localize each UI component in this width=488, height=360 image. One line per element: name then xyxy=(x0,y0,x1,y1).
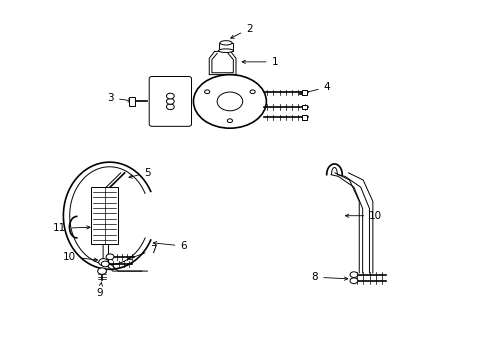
Text: 11: 11 xyxy=(53,223,90,233)
Circle shape xyxy=(166,104,174,110)
Text: 5: 5 xyxy=(129,168,150,178)
Circle shape xyxy=(99,258,108,266)
FancyBboxPatch shape xyxy=(149,76,191,126)
Text: 7: 7 xyxy=(128,245,157,260)
Bar xyxy=(91,187,118,244)
Circle shape xyxy=(227,119,232,122)
Circle shape xyxy=(166,99,174,104)
Circle shape xyxy=(249,90,255,94)
Bar xyxy=(219,43,232,51)
Text: 2: 2 xyxy=(230,23,252,38)
Text: 1: 1 xyxy=(242,57,278,67)
Bar xyxy=(301,90,306,95)
Circle shape xyxy=(349,272,357,278)
Circle shape xyxy=(204,90,209,94)
Circle shape xyxy=(106,254,114,260)
Bar xyxy=(128,97,134,106)
Text: 4: 4 xyxy=(299,82,330,95)
Circle shape xyxy=(217,92,242,111)
Circle shape xyxy=(349,278,357,284)
Text: 10: 10 xyxy=(345,211,382,221)
Bar xyxy=(301,115,306,120)
Circle shape xyxy=(101,261,109,267)
Ellipse shape xyxy=(220,41,232,45)
Text: 8: 8 xyxy=(311,272,347,282)
Circle shape xyxy=(193,75,266,128)
Circle shape xyxy=(98,268,106,274)
Text: 9: 9 xyxy=(96,282,102,297)
Ellipse shape xyxy=(218,49,233,53)
Text: 10: 10 xyxy=(63,252,97,262)
Bar xyxy=(301,105,306,109)
Text: 6: 6 xyxy=(153,241,186,251)
Circle shape xyxy=(166,93,174,99)
Text: 3: 3 xyxy=(107,93,131,103)
